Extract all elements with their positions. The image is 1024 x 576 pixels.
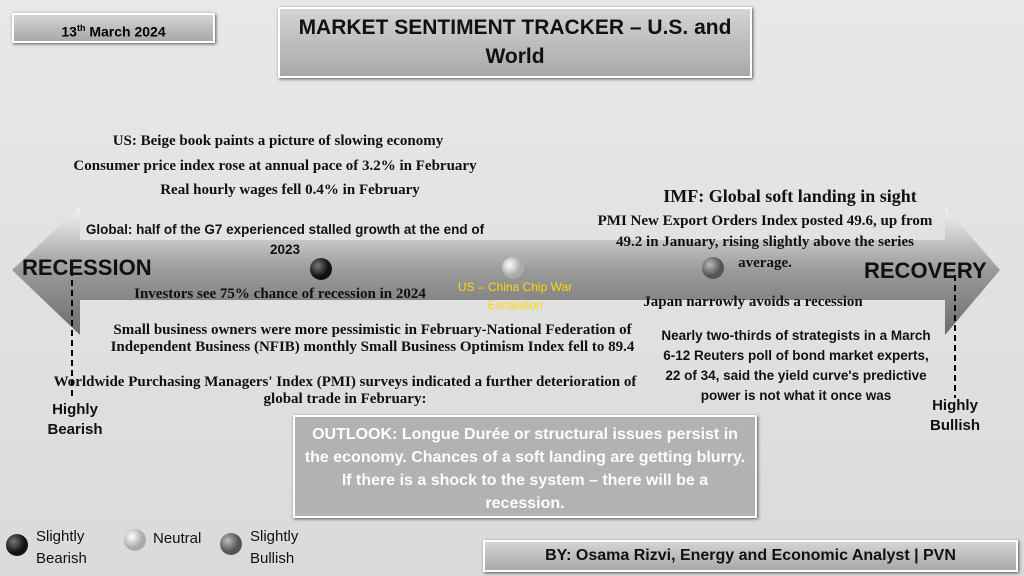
note: IMF: Global soft landing in sight [663,186,917,206]
note: Japan narrowly avoids a recession [643,294,863,310]
legend-label: Slightly Bullish [250,528,299,567]
scale-right-end: Highly Bullish [929,397,980,434]
note: Global: half of the G7 experienced stall… [85,222,485,257]
note: PMI New Export Orders Index posted 49.6,… [597,213,933,271]
date-day: 13 [61,23,77,40]
legend-swatch [124,529,146,551]
note: Real hourly wages fell 0.4% in February [160,182,420,198]
date-suffix: th [76,23,86,33]
note: Nearly two-thirds of strategists in a Ma… [661,328,931,403]
note: Investors see 75% chance of recession in… [134,286,426,302]
marker-bearish [310,258,332,280]
title: MARKET SENTIMENT TRACKER – U.S. and Worl… [278,7,752,78]
footer: BY: Osama Rizvi, Energy and Economic Ana… [483,540,1018,572]
legend-label: Neutral [153,530,202,547]
marker-neutral [502,257,524,279]
scale-right: RECOVERY [864,258,987,283]
legend-swatch [6,534,28,556]
note: Small business owners were more pessimis… [110,322,635,355]
note: Worldwide Purchasing Managers' Index (PM… [53,374,637,407]
scale-left-end: Highly Bearish [47,401,103,438]
date-rest: March 2024 [89,23,166,40]
legend-label: Slightly Bearish [36,528,87,567]
marker-bullish [702,257,724,279]
outlook-box: OUTLOOK: Longue Durée or structural issu… [293,415,757,518]
center-note: US – China Chip War Escalation [457,280,573,312]
note: US: Beige book paints a picture of slowi… [112,133,444,149]
legend-swatch [220,533,242,555]
date-box: 13th March 2024 [12,13,215,43]
scale-left: RECESSION [22,255,152,280]
note: Consumer price index rose at annual pace… [73,158,477,174]
